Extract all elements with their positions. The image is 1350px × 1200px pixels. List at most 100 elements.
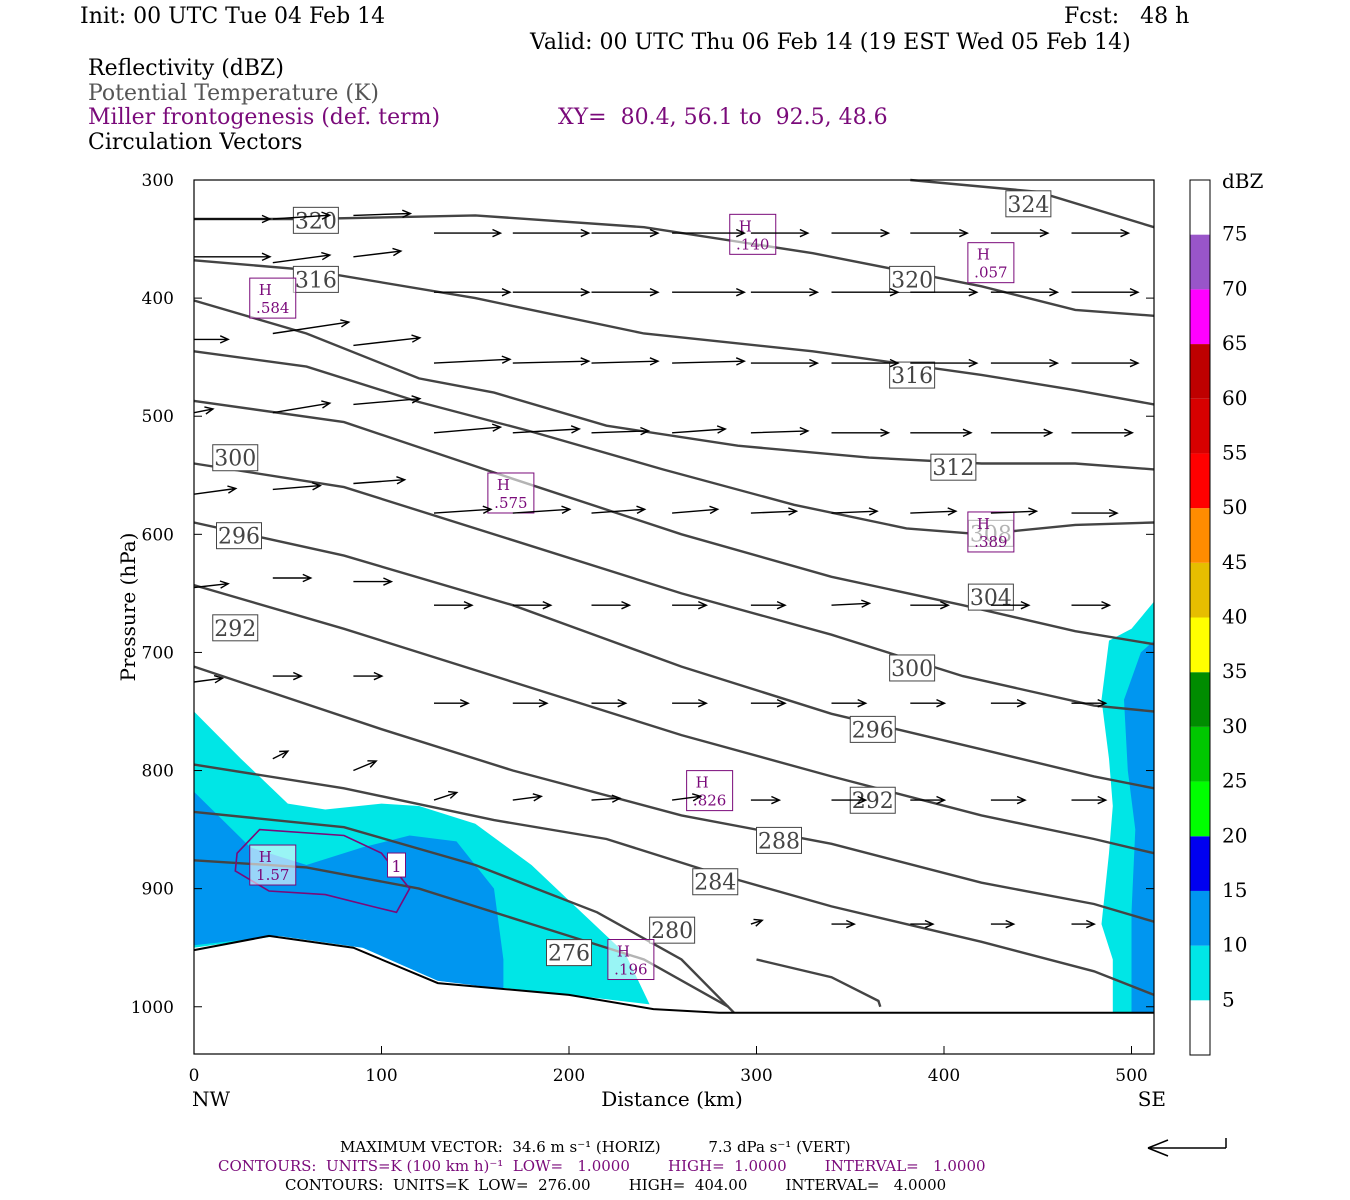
circulation-vector <box>193 406 215 415</box>
circulation-vector <box>512 698 549 708</box>
circulation-vector <box>591 228 660 238</box>
frontogenesis-max-value: .196 <box>614 961 647 979</box>
direction-label-se: SE <box>1138 1087 1166 1111</box>
colorbar-cell <box>1190 1000 1210 1055</box>
plot-frame <box>193 179 1155 1055</box>
theta-contour-304 <box>193 399 1155 646</box>
colorbar-cell <box>1190 398 1210 454</box>
frontogenesis-contour-label-box <box>387 852 406 878</box>
frontogenesis-max-value: .389 <box>974 533 1007 551</box>
frontogenesis-max-value: .826 <box>693 792 726 810</box>
colorbar-top-cell <box>1190 180 1210 235</box>
frontogenesis-max-marker: H <box>617 943 630 961</box>
circulation-vector <box>672 425 727 434</box>
theta-label: 316 <box>891 364 933 389</box>
circulation-vector <box>750 426 810 436</box>
circulation-vector <box>193 485 238 495</box>
colorbar-level-label: 20 <box>1222 823 1247 847</box>
circulation-vector <box>353 209 413 219</box>
theta-label: 316 <box>295 268 337 293</box>
circulation-vector <box>910 287 979 297</box>
y-tick-label: 1000 <box>131 998 174 1018</box>
axes: 300 400 500 600 700 800 900 1000 0 100 200 300 400 50… <box>116 171 1166 1111</box>
circulation-vector <box>1071 600 1112 610</box>
x-tick-label: 200 <box>553 1066 585 1086</box>
frontogenesis-max-marker: H <box>977 246 990 264</box>
circulation-vector <box>1071 698 1108 708</box>
theta-label-box <box>692 868 739 896</box>
colorbar-level-label: 70 <box>1222 276 1247 300</box>
circulation-vector <box>672 287 747 297</box>
circulation-vector <box>512 425 582 434</box>
frontogenesis-max-value: .584 <box>256 299 289 317</box>
theta-contours: 3243203163123083043002962922882842802763… <box>193 178 1155 1014</box>
frontogenesis-max-marker: H <box>259 848 272 866</box>
circulation-vector <box>1071 795 1108 805</box>
circulation-vector <box>591 287 660 297</box>
circulation-vector <box>433 355 512 364</box>
colorbar-level-label: 55 <box>1222 440 1247 464</box>
circulation-vector <box>831 599 872 608</box>
theta-label-box <box>649 916 696 944</box>
theta-label-box <box>1005 190 1052 218</box>
theta-contour-312 <box>193 299 1155 471</box>
theta-label-box <box>756 826 802 854</box>
colorbar-title: dBZ <box>1222 169 1264 193</box>
theta-contour-999 <box>756 958 882 1008</box>
theta-label-box <box>212 614 259 642</box>
circulation-vector <box>353 760 378 772</box>
ground-surface <box>193 934 1154 1014</box>
forecast-hour: Fcst: 48 h <box>1064 4 1190 29</box>
circulation-vector <box>910 228 970 238</box>
frontogenesis-max-value: .140 <box>736 235 769 253</box>
valid-time: Valid: 00 UTC Thu 06 Feb 14 (19 EST Wed … <box>530 30 1131 55</box>
circulation-vector <box>750 507 799 516</box>
circulation-vector <box>591 505 647 515</box>
circulation-vector <box>1071 358 1140 368</box>
circulation-vector <box>193 674 225 684</box>
colorbar-level-label: 25 <box>1222 769 1247 793</box>
theta-label: 292 <box>852 789 894 814</box>
colorbar-cell <box>1190 289 1210 345</box>
field-potential-temperature: Potential Temperature (K) <box>88 81 379 106</box>
circulation-vector <box>512 228 591 238</box>
init-time: Init: 00 UTC Tue 04 Feb 14 <box>80 4 386 29</box>
direction-label-nw: NW <box>192 1087 231 1111</box>
circulation-vector <box>990 919 1016 929</box>
max-vector-note: MAXIMUM VECTOR: 34.6 m s⁻¹ (HORIZ) 7.3 d… <box>340 1138 851 1156</box>
circulation-vector <box>831 428 891 438</box>
theta-label-box <box>889 654 936 682</box>
frontogenesis-max-box <box>487 472 535 514</box>
circulation-vector <box>591 698 628 708</box>
circulation-vector <box>353 395 422 406</box>
circulation-vector <box>910 358 979 368</box>
circulation-vector <box>910 600 951 610</box>
theta-contour-296 <box>193 521 1155 790</box>
y-tick-label: 600 <box>142 525 174 545</box>
frontogenesis-max-marker: H <box>259 281 272 299</box>
circulation-vector <box>990 358 1060 368</box>
circulation-vector <box>750 600 787 610</box>
field-circulation-vectors: Circulation Vectors <box>88 130 303 155</box>
circulation-vector <box>272 750 290 760</box>
y-tick-label: 700 <box>142 643 174 663</box>
colorbar-cell <box>1190 562 1210 618</box>
colorbar-level-label: 40 <box>1222 605 1247 629</box>
frontogenesis-contour-label: 1 <box>391 857 401 876</box>
circulation-vector <box>750 918 764 927</box>
circulation-vector <box>433 505 493 515</box>
circulation-vector <box>910 428 973 438</box>
circulation-vector <box>272 400 332 414</box>
frontogenesis-max-box <box>967 242 1015 284</box>
theta-contour-292 <box>193 583 1155 855</box>
circulation-vector <box>591 600 632 610</box>
theta-label-box <box>889 361 936 389</box>
circulation-vector <box>434 698 470 708</box>
circulation-vector <box>672 600 709 610</box>
colorbar-cell <box>1190 726 1210 782</box>
circulation-vector <box>353 247 403 258</box>
theta-contour-note: CONTOURS: UNITS=K LOW= 276.00 HIGH= 404.… <box>285 1176 947 1194</box>
circulation-vector <box>434 600 474 610</box>
frontogenesis-max-value: .057 <box>974 264 1007 282</box>
colorbar-cell <box>1190 617 1210 673</box>
